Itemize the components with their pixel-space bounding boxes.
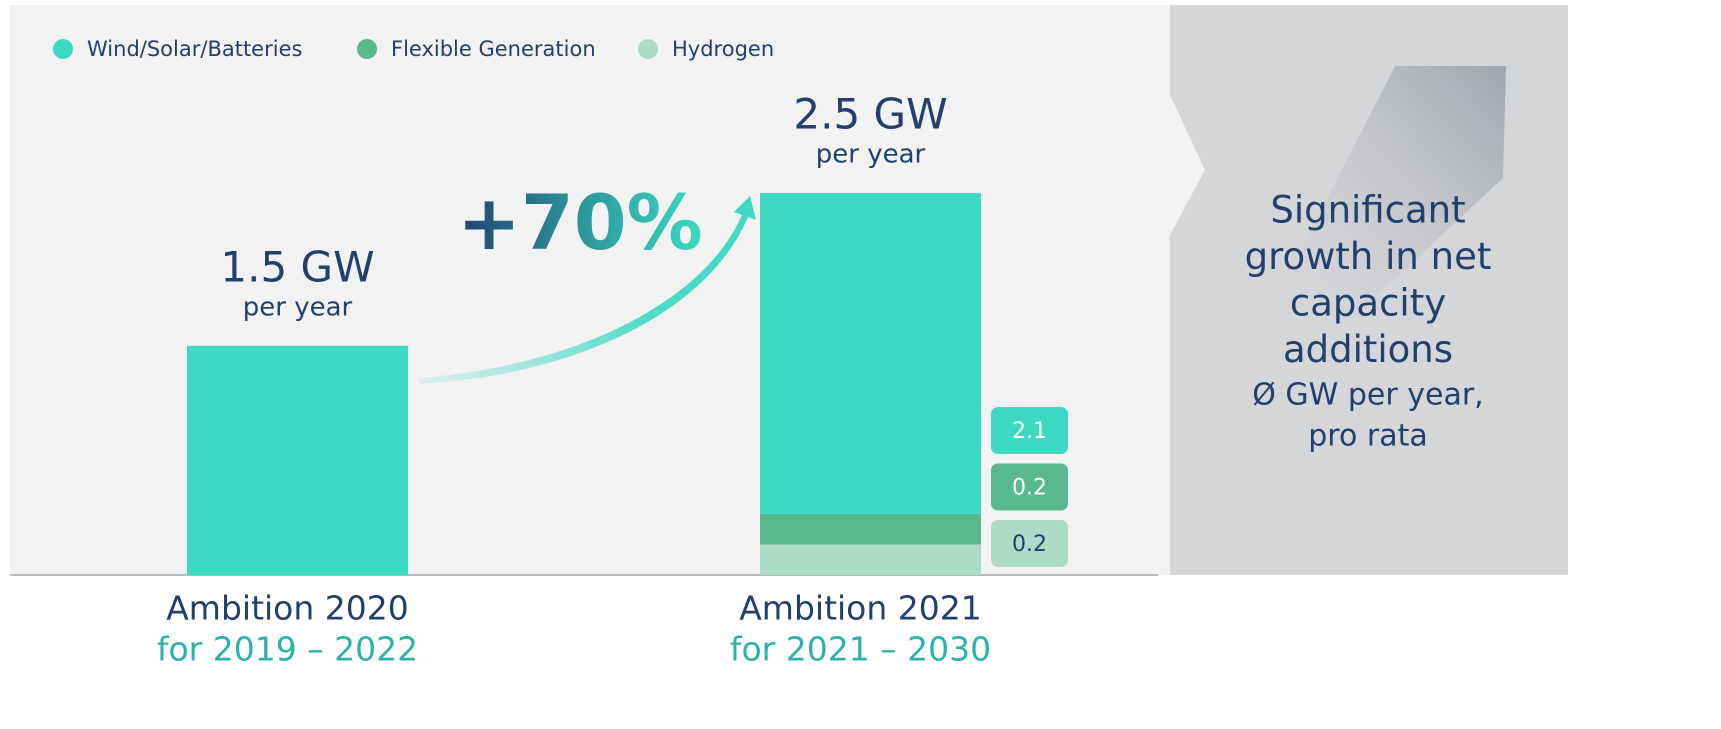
- side-note-subtitle: pro rata: [1308, 419, 1427, 454]
- growth-label: +70%: [457, 178, 703, 267]
- legend-swatch: [638, 39, 658, 59]
- legend-label: Wind/Solar/Batteries: [87, 37, 302, 61]
- value-label-box: [991, 407, 1068, 454]
- total-label: 2.5 GW: [793, 90, 947, 139]
- legend-label: Hydrogen: [672, 37, 774, 61]
- value-label-box: [991, 463, 1068, 511]
- legend-swatch: [53, 39, 73, 59]
- legend-label: Flexible Generation: [391, 37, 596, 61]
- bar-segment: [760, 544, 981, 575]
- total-label: 1.5 GW: [220, 242, 374, 291]
- side-note-subtitle: Ø GW per year,: [1252, 378, 1483, 413]
- growth-arrow: [418, 196, 756, 384]
- category-label: Ambition 2020: [166, 589, 409, 628]
- legend-swatch: [357, 39, 377, 59]
- bar-segment: [760, 193, 981, 514]
- category-label: Ambition 2021: [739, 589, 982, 628]
- bar-segment: [187, 345, 408, 575]
- value-label: 0.2: [1012, 476, 1047, 501]
- value-label: 0.2: [1012, 532, 1047, 557]
- value-label-box: [991, 520, 1068, 567]
- total-sublabel: per year: [816, 140, 926, 170]
- panel-decoration: [1260, 66, 1506, 330]
- category-sublabel: for 2019 – 2022: [157, 630, 418, 669]
- category-sublabel: for 2021 – 2030: [730, 630, 991, 669]
- side-note-title: additions: [1283, 328, 1453, 371]
- side-note-title: growth in net: [1245, 235, 1492, 278]
- side-note-title: capacity: [1290, 282, 1446, 325]
- side-note-title: Significant: [1270, 189, 1465, 232]
- bar-segment: [760, 513, 981, 545]
- total-sublabel: per year: [243, 292, 353, 322]
- panel-chevron: [1170, 95, 1205, 235]
- value-label: 2.1: [1012, 419, 1047, 444]
